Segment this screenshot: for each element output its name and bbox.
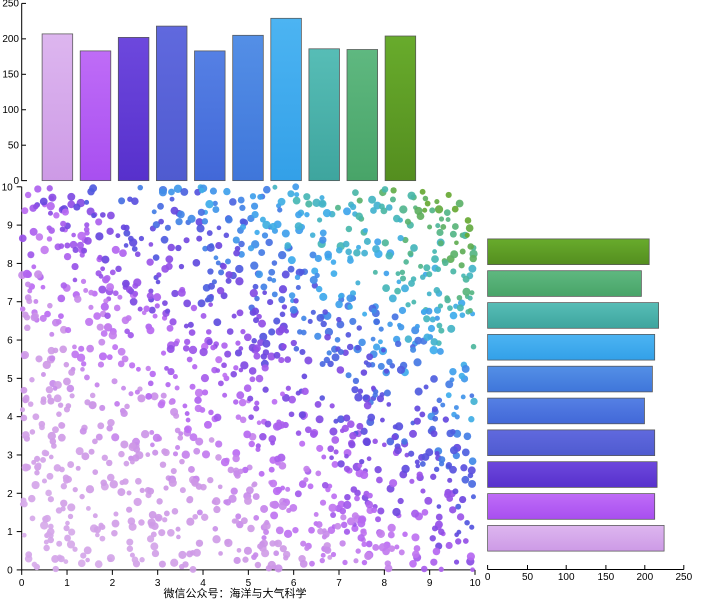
svg-text:7: 7: [7, 297, 13, 308]
svg-text:10: 10: [2, 182, 14, 193]
svg-text:100: 100: [558, 572, 575, 583]
svg-text:50: 50: [8, 141, 20, 152]
svg-text:9: 9: [7, 221, 13, 232]
svg-text:200: 200: [2, 34, 19, 45]
svg-text:0: 0: [13, 176, 19, 187]
svg-text:1: 1: [7, 527, 13, 538]
svg-text:5: 5: [7, 374, 13, 385]
svg-text:10: 10: [469, 578, 481, 589]
svg-text:200: 200: [636, 572, 653, 583]
svg-text:8: 8: [7, 259, 13, 270]
svg-text:150: 150: [2, 70, 19, 81]
svg-text:6: 6: [7, 336, 13, 347]
svg-text:150: 150: [598, 572, 615, 583]
svg-text:0: 0: [485, 572, 491, 583]
svg-text:4: 4: [7, 412, 13, 423]
svg-text:0: 0: [7, 565, 13, 576]
svg-text:2: 2: [7, 489, 13, 500]
svg-text:50: 50: [522, 572, 534, 583]
svg-text:250: 250: [2, 0, 19, 10]
svg-text:250: 250: [675, 572, 692, 583]
svg-text:3: 3: [7, 450, 13, 461]
svg-text:100: 100: [2, 105, 19, 116]
